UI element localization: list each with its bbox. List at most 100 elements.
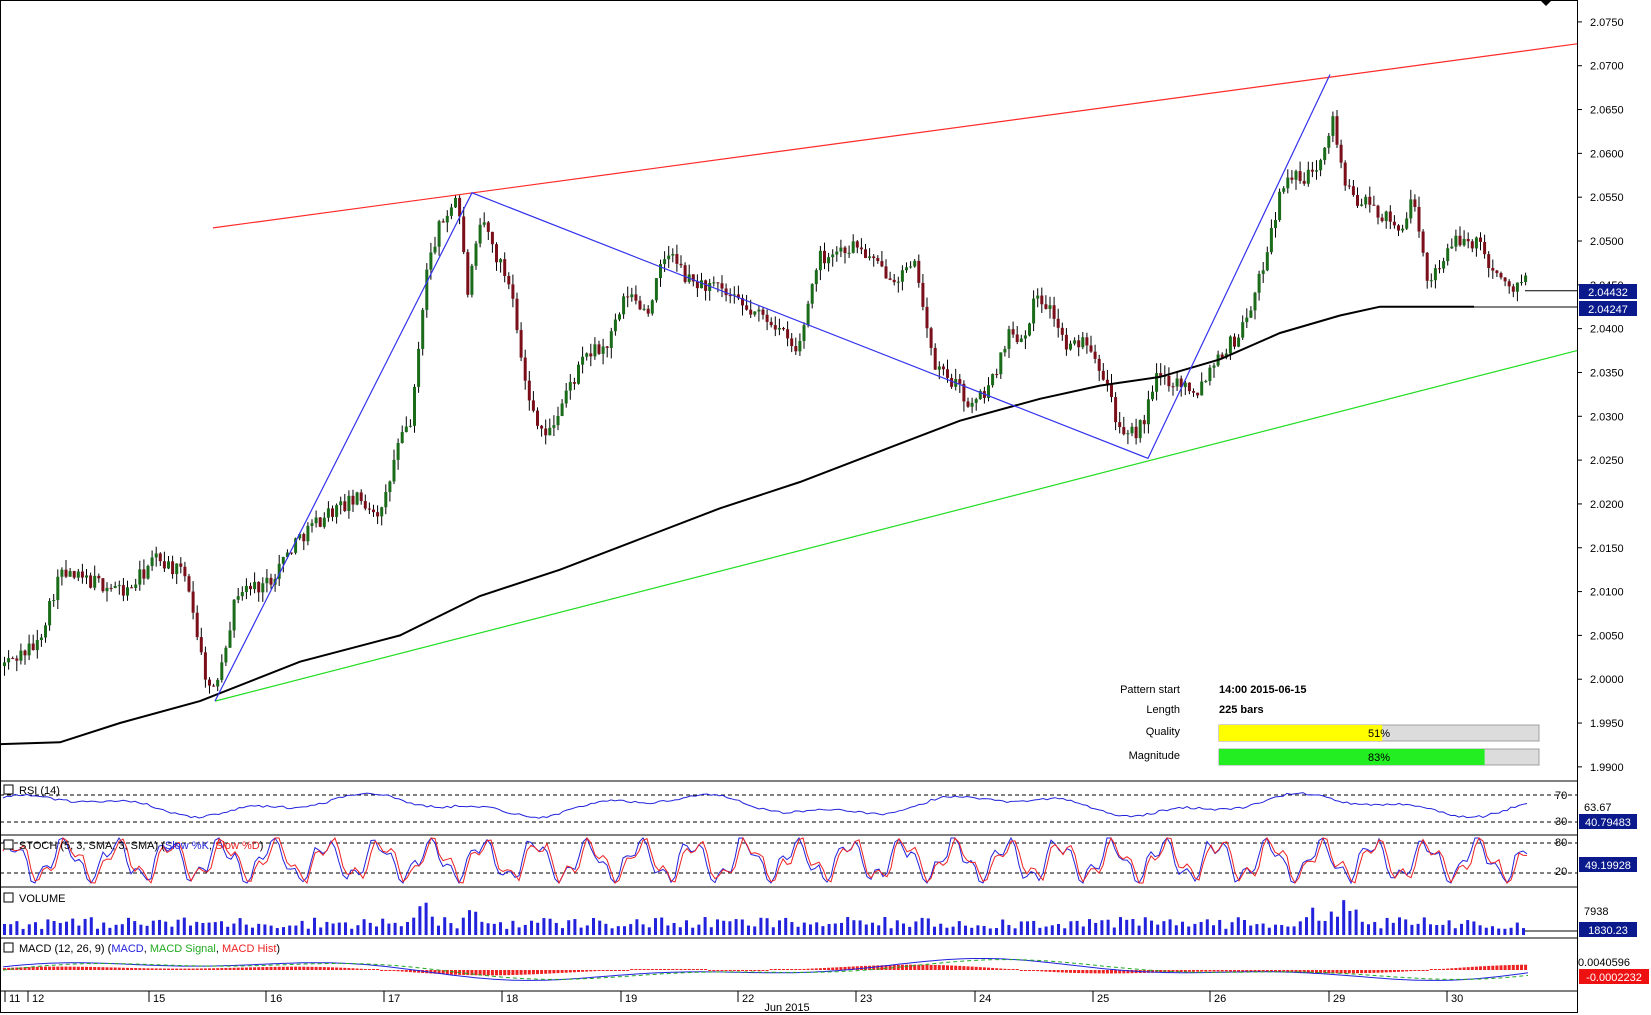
macd-hist-bar (478, 970, 482, 976)
time-tick-label: 22 (742, 993, 754, 1005)
macd-hist-bar (1151, 970, 1154, 973)
volume-bar (499, 922, 502, 935)
volume-bar (1447, 920, 1451, 935)
macd-hist-bar (671, 969, 675, 970)
macd-hist-bar (839, 967, 843, 970)
stoch-k-line (2, 836, 1528, 885)
macd-hist-bar (511, 970, 515, 976)
stoch-header: STOCH (5, 3, SMA, 3, SMA) (Slow %K, Slow… (3, 839, 263, 852)
macd-hist-bar (277, 966, 281, 970)
rsi-level-30: 30 (1555, 816, 1567, 828)
candle-body (745, 305, 749, 310)
macd-hist-bar (630, 969, 634, 970)
volume-bar (238, 918, 242, 935)
candle-body (1007, 329, 1011, 349)
candle-body (1290, 177, 1294, 180)
macd-hist-bar (851, 966, 855, 970)
volume-bar (728, 921, 732, 935)
current-price-box (1579, 284, 1637, 299)
candle-body (1409, 199, 1413, 219)
price-tick-label: 2.0650 (1590, 105, 1624, 117)
macd-hist-bar (589, 970, 593, 972)
volume-bar (1088, 919, 1091, 935)
macd-hist-bar (999, 968, 1003, 970)
volume-bar (542, 918, 546, 935)
macd-hist-bar (1458, 967, 1462, 970)
candle-body (1413, 199, 1417, 207)
candle-body (158, 553, 162, 562)
candle-body (474, 243, 478, 266)
macd-hist-bar (1228, 970, 1232, 972)
rsi-collapse-icon[interactable] (3, 784, 14, 795)
volume-bar (1472, 921, 1476, 935)
macd-hist-bar (958, 965, 962, 970)
macd-hist-bar (818, 968, 822, 970)
support-trendline (214, 349, 1578, 702)
candle-body (872, 256, 876, 259)
candle-body (642, 308, 646, 310)
macd-hist-bar (240, 967, 244, 970)
volume-bar (474, 911, 478, 935)
macd-hist-bar (400, 970, 404, 972)
candle-body (638, 300, 642, 310)
volume-bar (716, 919, 719, 935)
macd-hist-bar (1269, 970, 1273, 972)
macd-collapse-icon[interactable] (3, 942, 14, 953)
macd-hist-bar (585, 970, 589, 972)
macd-hist-bar (593, 970, 597, 972)
volume-bar (778, 920, 781, 935)
macd-hist-bar (1208, 970, 1212, 972)
volume-bar (344, 922, 347, 935)
candle-body (1515, 282, 1519, 292)
candle-body (736, 294, 740, 299)
volume-bar (331, 923, 335, 935)
macd-hist-bar (138, 968, 142, 970)
volume-bar (1466, 920, 1470, 935)
pattern-start-value: 14:00 2015-06-15 (1219, 684, 1306, 696)
candle-body (585, 353, 589, 357)
volume-bar (734, 919, 738, 935)
rsi-extra-tick: 63.67 (1584, 802, 1612, 814)
price-tick-label: 2.0500 (1590, 236, 1624, 248)
candle-body (851, 241, 855, 253)
candle-body (1315, 170, 1318, 172)
macd-hist-bar (1450, 968, 1454, 970)
volume-bar (294, 925, 298, 935)
macd-hist-bar (749, 970, 753, 971)
volume-bar (1360, 921, 1364, 935)
time-tick-label: 11 (9, 993, 20, 1005)
macd-hist-bar (236, 967, 240, 970)
volume-collapse-icon[interactable] (3, 892, 14, 903)
volume-bar (703, 917, 707, 935)
volume-bar (548, 918, 552, 935)
volume-bar (1329, 911, 1333, 935)
macd-hist-bar (199, 968, 203, 970)
macd-hist-bar (171, 968, 175, 970)
stoch-collapse-icon[interactable] (3, 839, 14, 850)
volume-bar (1478, 925, 1482, 935)
candle-body (1286, 177, 1290, 189)
candle-body (777, 327, 781, 330)
volume-bar (418, 906, 422, 935)
candle-body (314, 517, 318, 524)
candle-body (1454, 235, 1458, 247)
candle-body (741, 298, 744, 306)
volume-bar (257, 923, 261, 935)
candle-body (302, 534, 306, 542)
volume-bar (1001, 919, 1005, 935)
price-axis: 2.0750 2.0700 2.0650 2.0600 2.0550 2.0500 2.04… (1577, 17, 1624, 774)
macd-hist-bar (1425, 970, 1429, 971)
macd-hist-bar (1302, 970, 1306, 973)
volume-bar (759, 917, 763, 935)
candle-body (1146, 399, 1150, 425)
macd-hist-bar (1397, 970, 1400, 972)
volume-bar (362, 919, 366, 935)
candle-body (1032, 298, 1036, 324)
volume-bar (523, 924, 527, 935)
macd-hist-bar (888, 965, 892, 970)
stoch-label: STOCH (5, 3, SMA, 3, SMA) (Slow %K, Slow… (19, 840, 263, 852)
macd-hist-bar (1384, 970, 1388, 973)
volume-bar (337, 922, 341, 935)
price-tick-label: 2.0550 (1590, 192, 1624, 204)
corner-arrow-icon[interactable] (1540, 0, 1552, 6)
